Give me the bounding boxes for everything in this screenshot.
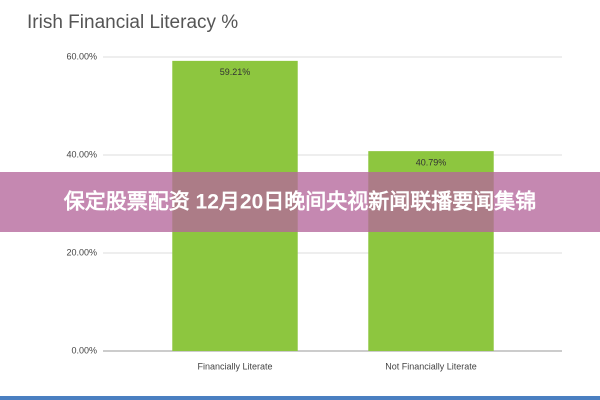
y-tick-label: 0.00%	[71, 345, 97, 355]
banner-text: 保定股票配资 12月20日晚间央视新闻联播要闻集锦	[63, 190, 537, 214]
value-label: 59.21%	[220, 67, 251, 77]
y-tick-label: 60.00%	[66, 51, 97, 61]
value-label: 40.79%	[416, 158, 447, 168]
y-tick-label: 20.00%	[66, 247, 97, 257]
x-tick-label: Financially Literate	[197, 361, 272, 371]
x-tick-label: Not Financially Literate	[385, 361, 477, 371]
y-tick-label: 40.00%	[66, 149, 97, 159]
banner-background	[0, 172, 600, 232]
bottom-bar	[0, 396, 600, 400]
chart-title: Irish Financial Literacy %	[27, 12, 238, 33]
